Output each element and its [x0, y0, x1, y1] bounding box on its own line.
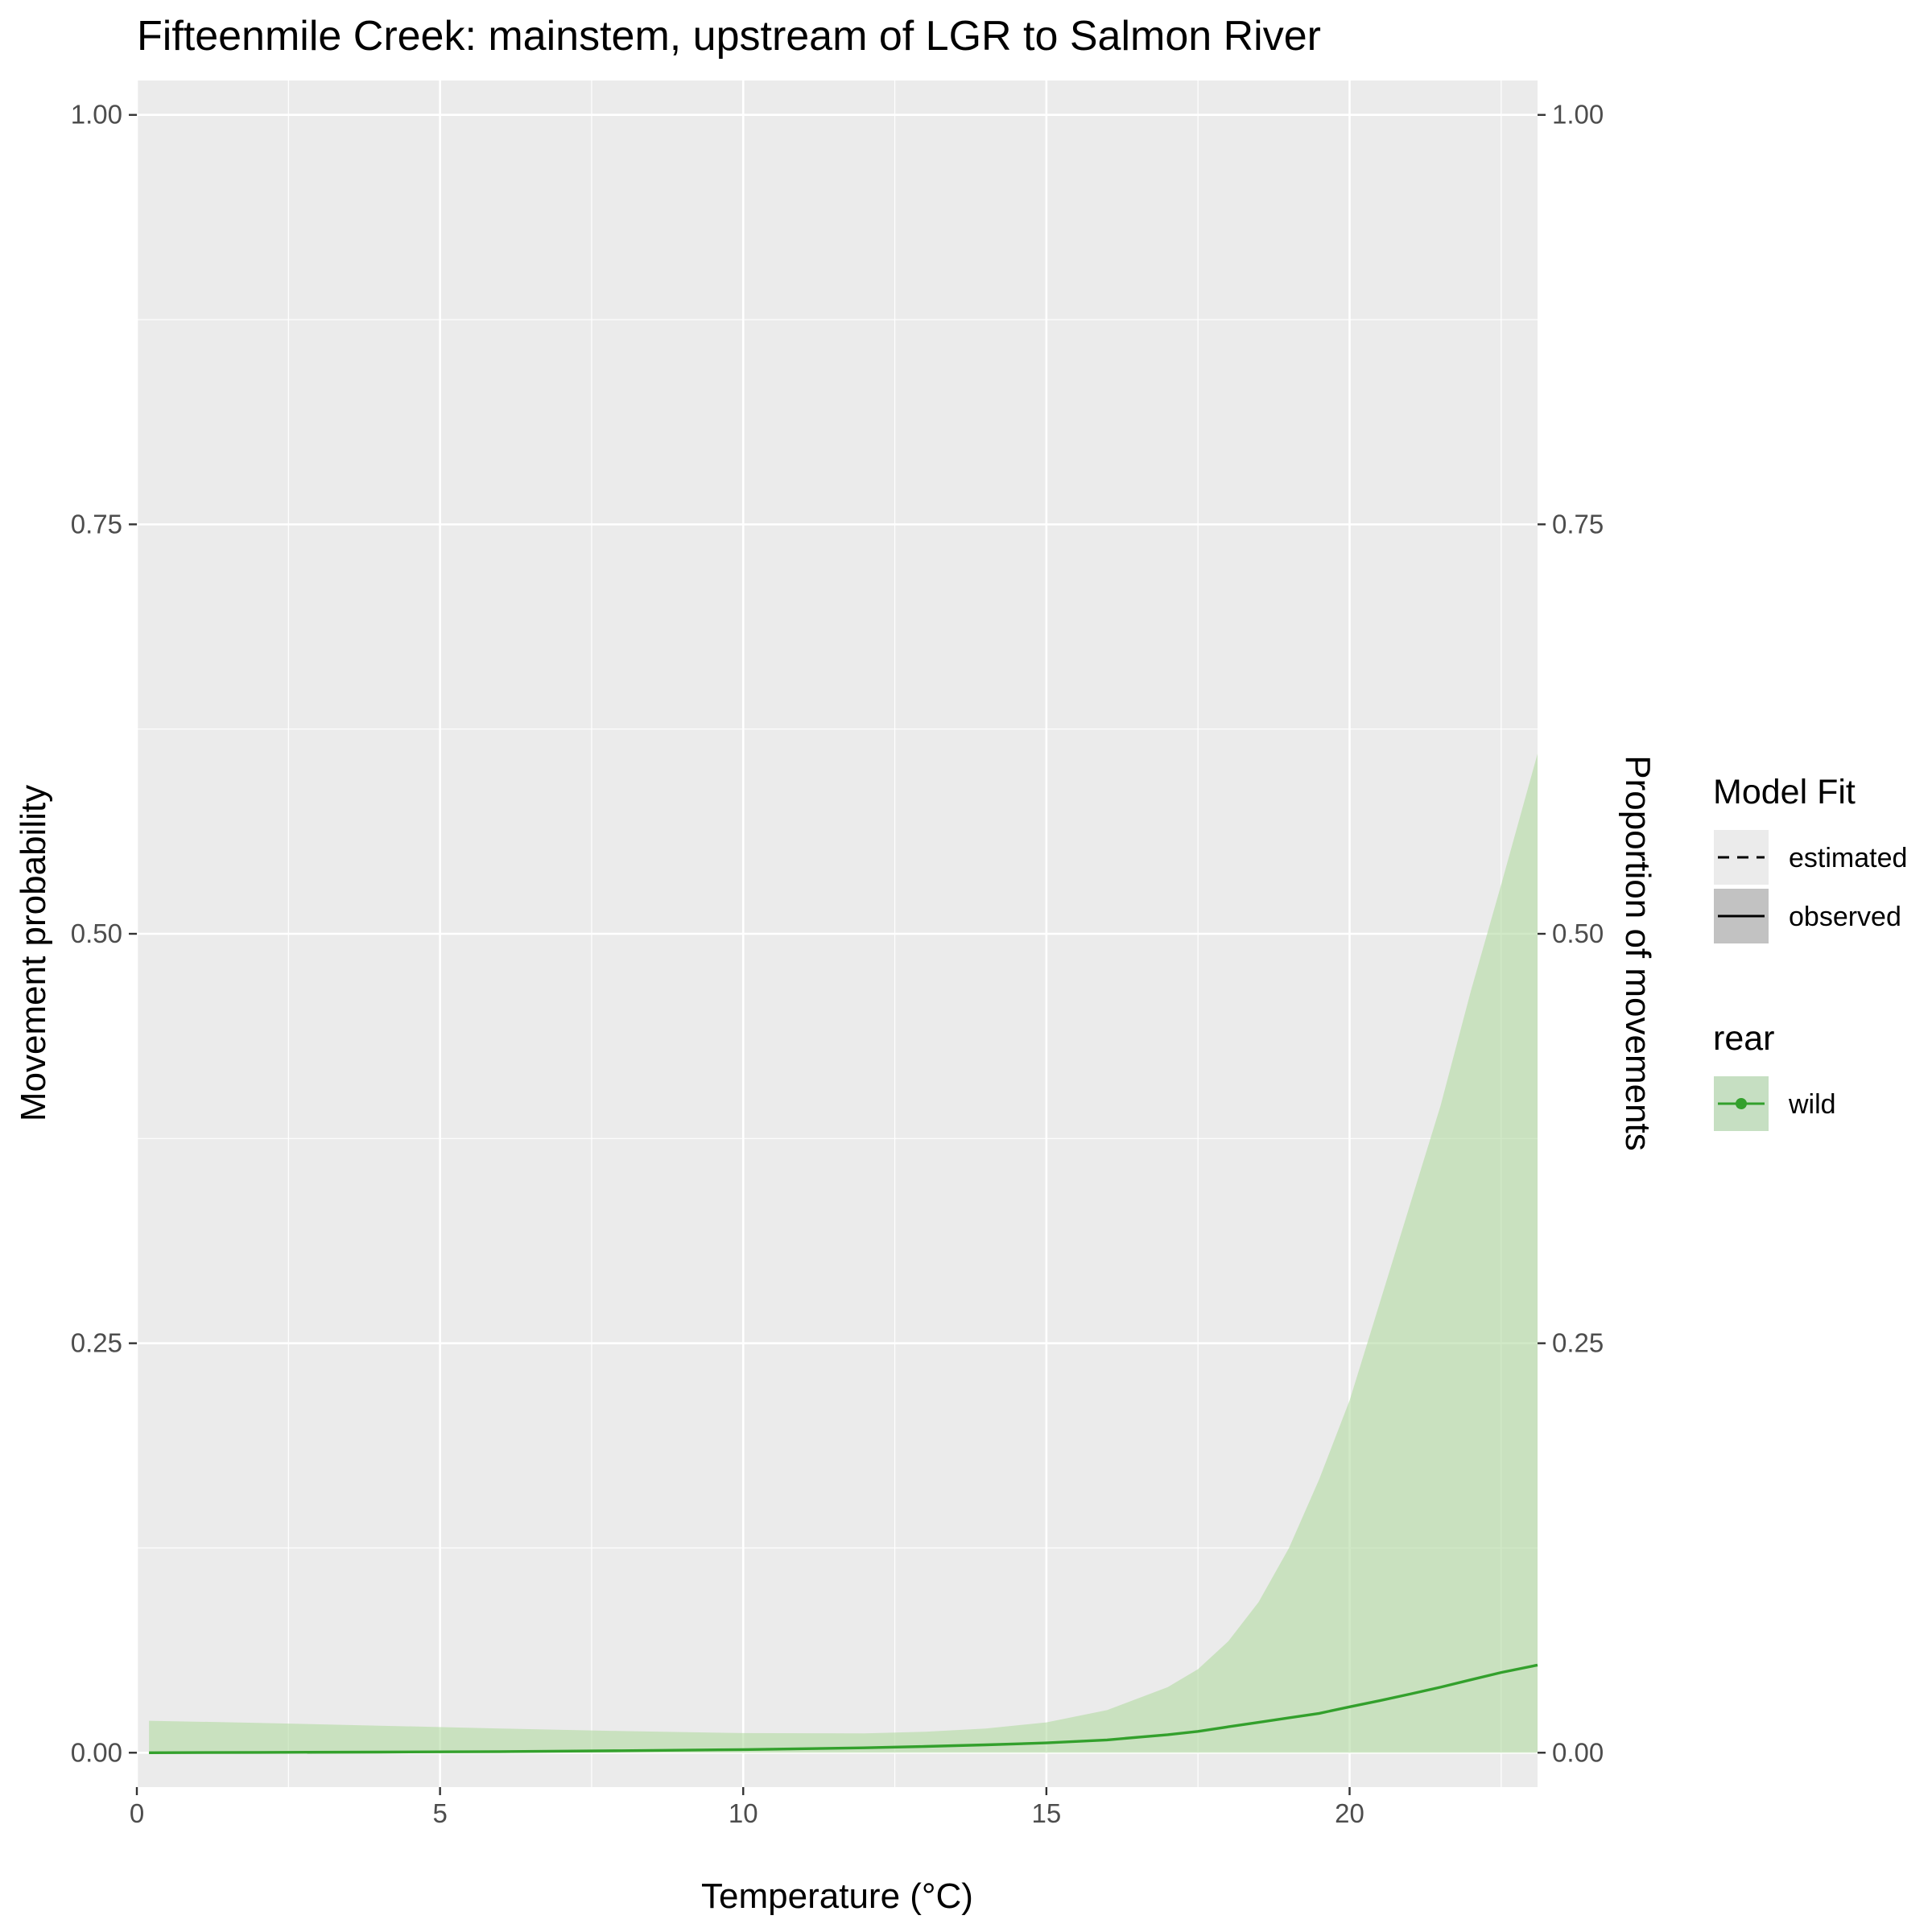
y-tick-label-left: 0.50 — [71, 919, 122, 948]
chart-title: Fifteenmile Creek: mainstem, upstream of… — [137, 13, 1321, 60]
legend-wild-point-icon — [1736, 1098, 1747, 1109]
y-tick-label-left: 0.25 — [71, 1328, 122, 1358]
legend: Model Fit estimated observed rear wild — [1712, 773, 1907, 1133]
y-tick-label-left: 0.00 — [71, 1737, 122, 1767]
legend-label-estimated: estimated — [1789, 843, 1907, 873]
legend-title-rear: rear — [1713, 1019, 1774, 1058]
right-y-axis: 0.00 0.25 0.50 0.75 1.00 — [1538, 100, 1604, 1767]
x-axis: 0 5 10 15 20 — [130, 1787, 1364, 1828]
y-tick-label-right: 1.00 — [1552, 100, 1604, 130]
y-tick-label-right: 0.75 — [1552, 509, 1604, 539]
left-y-axis: 0.00 0.25 0.50 0.75 1.00 — [71, 100, 137, 1767]
legend-label-wild: wild — [1788, 1089, 1836, 1120]
y-tick-label-left: 0.75 — [71, 509, 122, 539]
y-tick-label-right: 0.25 — [1552, 1328, 1604, 1358]
x-tick-label: 10 — [729, 1798, 758, 1828]
data-marks — [149, 753, 1538, 1755]
y-tick-label-left: 1.00 — [71, 100, 122, 130]
x-tick-label: 5 — [432, 1798, 447, 1828]
confidence-ribbon-wild — [149, 753, 1538, 1753]
x-axis-title: Temperature (°C) — [701, 1876, 973, 1916]
y-tick-label-right: 0.00 — [1552, 1737, 1604, 1767]
series-line-wild — [149, 1663, 1538, 1755]
x-tick-label: 0 — [130, 1798, 144, 1828]
x-tick-label: 20 — [1335, 1798, 1364, 1828]
legend-label-observed: observed — [1789, 902, 1901, 932]
y-tick-label-right: 0.50 — [1552, 919, 1604, 948]
legend-title-model-fit: Model Fit — [1713, 773, 1856, 811]
x-tick-label: 15 — [1032, 1798, 1062, 1828]
y-axis-title-right: Proportion of movements — [1618, 755, 1657, 1151]
y-axis-title: Movement probability — [14, 785, 53, 1121]
